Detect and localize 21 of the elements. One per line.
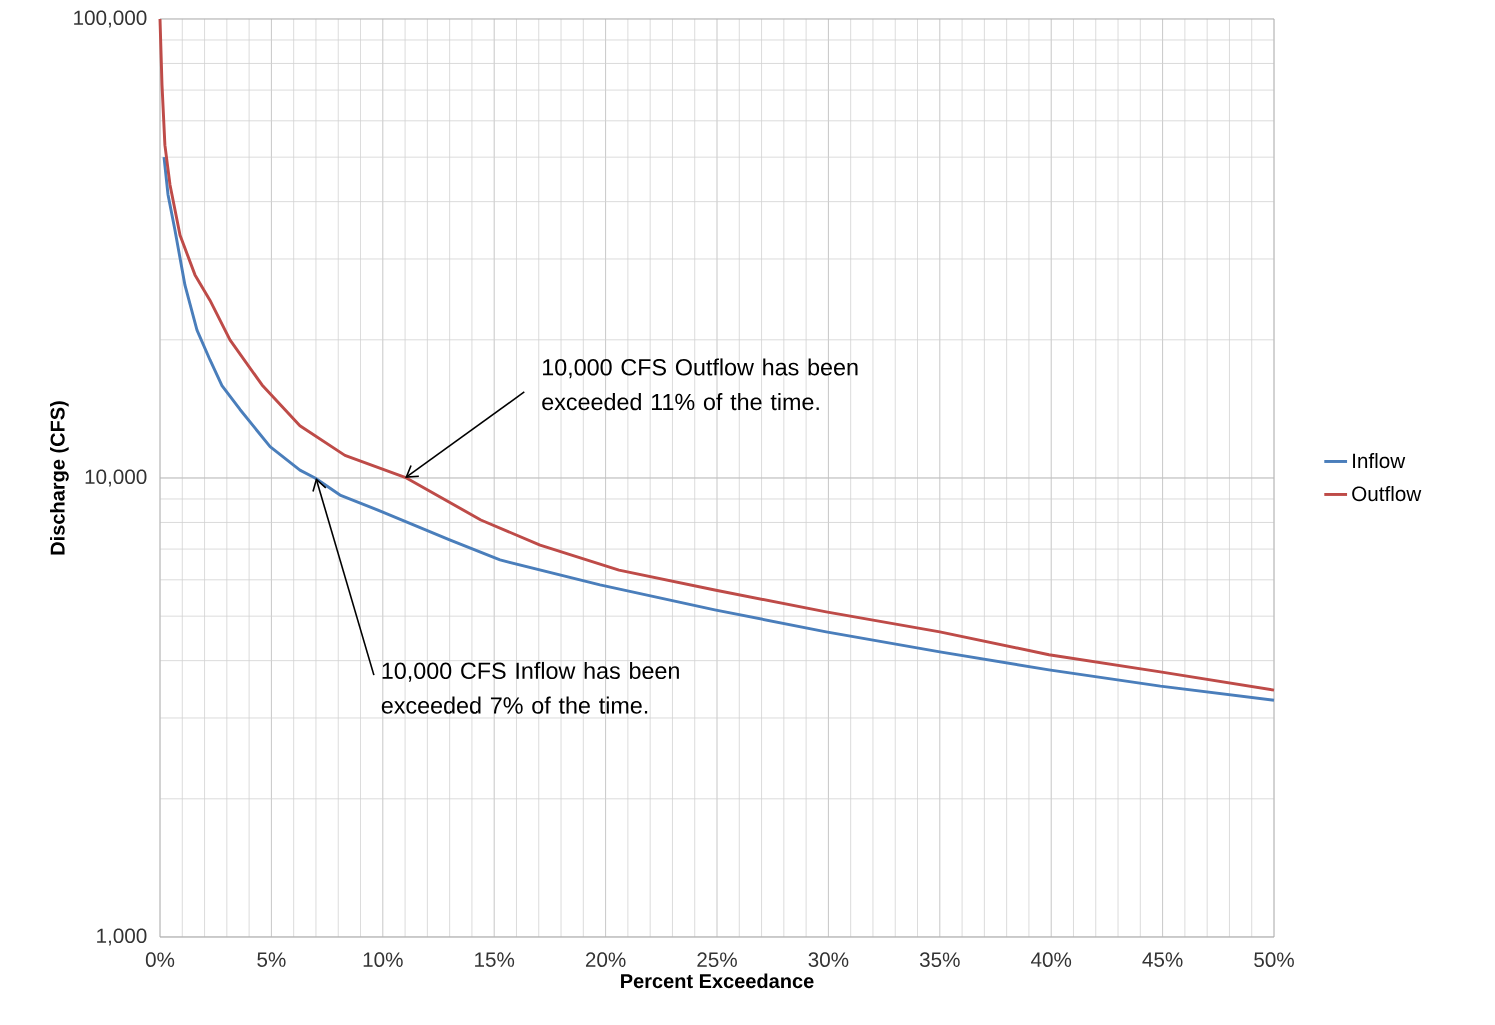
y-tick-label: 10,000 bbox=[85, 469, 147, 487]
legend-label: Inflow bbox=[1353, 453, 1406, 469]
x-tick-label: 30% bbox=[808, 952, 849, 967]
x-axis-title: Percent Exceedance bbox=[621, 973, 814, 989]
x-tick-label: 0% bbox=[145, 952, 175, 967]
y-axis-title: Discharge (CFS) bbox=[50, 401, 69, 555]
x-tick-label: 40% bbox=[1031, 952, 1072, 967]
x-tick-label: 25% bbox=[697, 952, 737, 967]
y-tick-label: 100,000 bbox=[74, 10, 147, 28]
x-tick-label: 20% bbox=[585, 952, 626, 967]
y-tick-label: 1,000 bbox=[97, 928, 147, 946]
x-tick-label: 45% bbox=[1142, 952, 1183, 967]
x-tick-label: 50% bbox=[1254, 952, 1294, 967]
x-tick-label: 5% bbox=[257, 952, 286, 967]
annotation: 10,000 CFS Outflow has been exceeded 11% of the time. bbox=[542, 358, 858, 411]
x-tick-label: 35% bbox=[919, 952, 960, 967]
x-tick-label: 10% bbox=[363, 952, 403, 967]
annotation: 10,000 CFS Inflow has been exceeded 7% of the time. bbox=[381, 661, 679, 714]
legend-label: Outflow bbox=[1352, 485, 1422, 502]
x-tick-label: 15% bbox=[475, 952, 515, 967]
line-series bbox=[158, 17, 1276, 692]
